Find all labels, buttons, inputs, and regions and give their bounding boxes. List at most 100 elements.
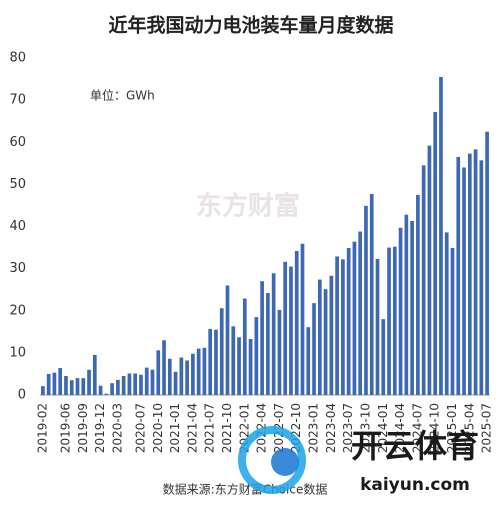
bar <box>81 378 86 395</box>
bar <box>289 266 293 395</box>
bar <box>421 165 426 395</box>
bar <box>416 194 420 395</box>
bar <box>87 369 91 395</box>
bar <box>364 205 368 395</box>
bar <box>485 131 489 395</box>
bar <box>352 241 357 395</box>
bar <box>139 374 143 395</box>
bar <box>144 367 149 395</box>
bar <box>381 319 386 395</box>
y-tick-label: 40 <box>9 219 26 234</box>
y-tick-label: 60 <box>9 135 26 150</box>
bar <box>64 376 68 395</box>
x-tick-label: 2025-07 <box>480 403 494 453</box>
bar <box>398 227 403 395</box>
bar <box>162 340 166 395</box>
x-tick-label: 2025-04 <box>462 403 476 453</box>
bar <box>462 167 466 395</box>
source-note: 数据来源:东方财富Choice数据 <box>163 482 328 497</box>
x-tick-label: 2019-09 <box>76 403 90 453</box>
bar <box>237 337 241 395</box>
bar <box>208 328 213 395</box>
bar <box>450 247 455 395</box>
x-tick-label: 2021-07 <box>203 403 217 453</box>
bar <box>410 221 414 395</box>
bar <box>58 368 63 395</box>
bar <box>427 145 432 395</box>
y-tick-label: 50 <box>9 177 26 192</box>
bar <box>312 303 316 395</box>
bar <box>473 149 478 395</box>
bar <box>214 329 218 395</box>
bar <box>173 371 178 395</box>
x-tick-label: 2024-07 <box>410 403 424 453</box>
bar <box>202 347 207 395</box>
bar <box>369 194 374 395</box>
bar <box>110 383 114 395</box>
bar <box>219 308 224 395</box>
watermark: 东方财富 <box>196 191 300 222</box>
y-tick-label: 30 <box>9 261 26 276</box>
bar <box>46 373 51 395</box>
bar <box>41 386 45 395</box>
x-tick-label: 2025-01 <box>445 403 459 453</box>
x-tick-label: 2023-07 <box>341 403 355 453</box>
y-tick-label: 80 <box>9 51 26 66</box>
bar <box>439 76 443 396</box>
bar <box>104 393 109 395</box>
logo-brand: 开云体育 <box>351 427 479 465</box>
bar <box>317 279 322 395</box>
x-tick-label: 2020-10 <box>151 403 165 453</box>
x-tick-label: 2021-01 <box>168 403 182 453</box>
x-tick-label: 2021-10 <box>220 403 234 453</box>
bar <box>306 327 311 395</box>
bar <box>467 153 472 395</box>
bar <box>92 354 97 395</box>
bar <box>392 246 397 395</box>
y-tick-label: 0 <box>18 388 26 403</box>
bar <box>225 285 230 395</box>
bar <box>294 250 299 395</box>
bar <box>191 353 195 395</box>
bar <box>52 372 57 395</box>
bar <box>456 156 461 395</box>
bar <box>271 273 276 395</box>
bar <box>69 380 74 395</box>
y-tick-label: 20 <box>9 303 26 318</box>
bar <box>375 258 380 395</box>
bar <box>127 373 132 395</box>
x-tick-label: 2021-04 <box>185 403 199 453</box>
x-tick-label: 2019-12 <box>93 403 107 453</box>
x-tick-label: 2024-04 <box>393 403 407 453</box>
bar <box>283 261 288 395</box>
bar <box>444 232 449 395</box>
bar <box>346 247 351 395</box>
bar <box>300 243 305 395</box>
bar <box>277 309 282 395</box>
bar <box>242 298 247 395</box>
bar <box>248 338 253 395</box>
x-tick-label: 2020-07 <box>133 403 147 453</box>
bar <box>387 247 391 395</box>
bar <box>329 275 334 395</box>
bar <box>358 231 363 395</box>
x-tick-label: 2023-10 <box>358 403 372 453</box>
logo-url: kaiyun.com <box>360 475 470 495</box>
bar <box>133 373 138 395</box>
bar <box>98 385 103 395</box>
bar <box>156 350 161 395</box>
bar <box>260 281 264 395</box>
bar <box>185 360 189 395</box>
x-tick-label: 2023-01 <box>307 403 321 453</box>
x-tick-label: 2019-06 <box>58 403 72 453</box>
unit-note: 单位：GWh <box>90 88 155 103</box>
x-tick-label: 2023-04 <box>324 403 338 453</box>
chart-title: 近年我国动力电池装车量月度数据 <box>108 14 393 37</box>
bar <box>231 326 236 395</box>
x-tick-label: 2019-02 <box>35 403 49 453</box>
x-tick-label: 2024-10 <box>428 403 442 453</box>
y-tick-label: 10 <box>9 345 26 360</box>
bar <box>341 259 345 395</box>
x-tick-label: 2020-03 <box>110 403 124 453</box>
bar <box>196 348 201 395</box>
